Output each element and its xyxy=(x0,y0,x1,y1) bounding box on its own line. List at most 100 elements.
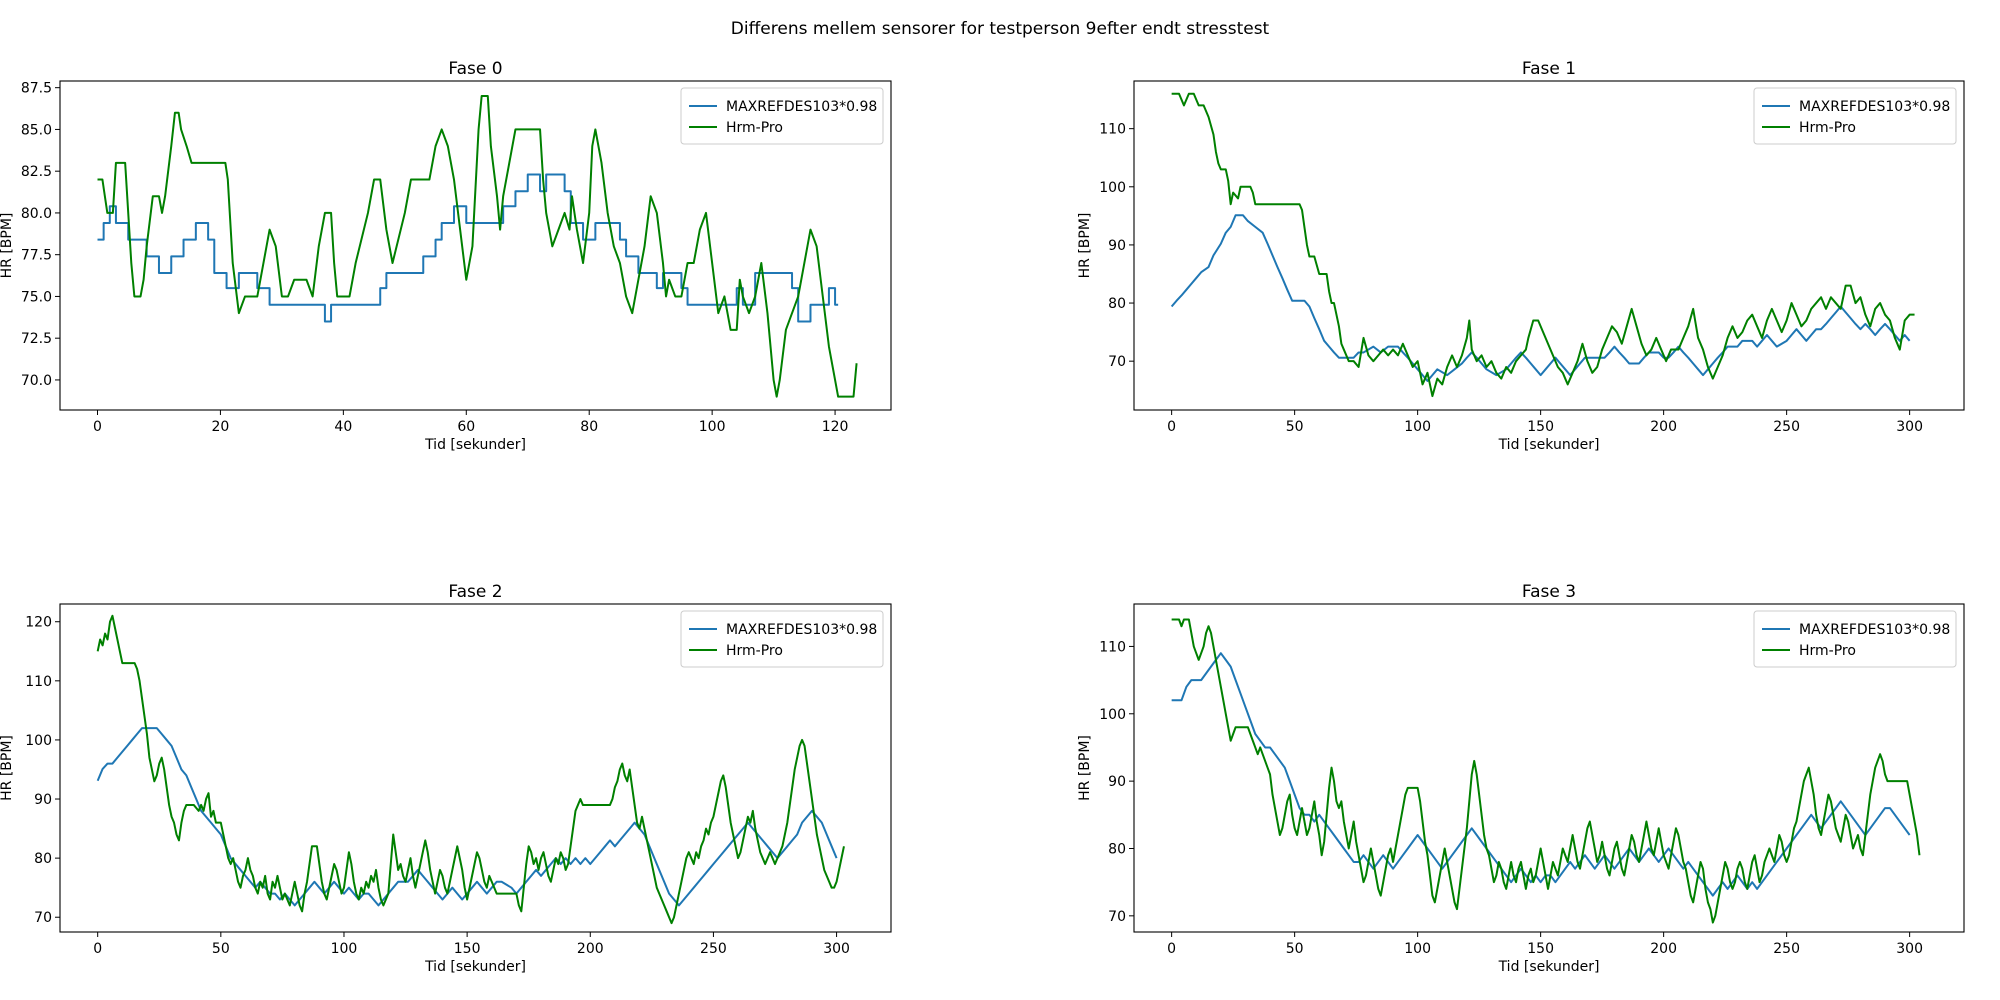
x-tick-label: 50 xyxy=(1286,941,1304,957)
y-tick-label: 87.5 xyxy=(21,81,52,97)
y-tick-label: 85.0 xyxy=(21,122,52,138)
x-tick-label: 80 xyxy=(580,419,598,435)
x-tick-label: 100 xyxy=(331,941,358,957)
axes-frame xyxy=(1133,603,1965,933)
y-tick-label: 120 xyxy=(25,615,52,631)
subplot-title: Fase 2 xyxy=(448,582,502,602)
y-axis-label: HR [BPM] xyxy=(1077,735,1093,801)
legend-label: MAXREFDES103*0.98 xyxy=(726,99,877,115)
y-tick-label: 70 xyxy=(34,910,52,926)
x-axis-label: Tid [sekunder] xyxy=(1498,959,1600,975)
series-line-maxrefdes103 xyxy=(96,727,838,907)
legend-box xyxy=(680,610,884,668)
series-line-maxrefdes103 xyxy=(1170,214,1911,382)
x-tick-label: 250 xyxy=(1773,941,1800,957)
x-tick-label: 0 xyxy=(1167,419,1176,435)
legend-label: Hrm-Pro xyxy=(1799,643,1856,659)
subplot-0: 0 20 40 60 80 100 120 70.0 72.5 75.0 77.5 80.0 82.5 8… xyxy=(0,59,892,453)
y-tick-label: 80.0 xyxy=(21,206,52,222)
y-tick-label: 70 xyxy=(1108,354,1126,370)
y-tick-label: 100 xyxy=(1099,707,1126,723)
subplot-title: Fase 3 xyxy=(1522,582,1576,602)
legend-box xyxy=(1753,87,1957,145)
subplot-1: 0 50 100 150 200 250 300 70 80 90 100 110 Fase 1 Tid … xyxy=(1077,59,1965,453)
x-tick-label: 200 xyxy=(577,941,604,957)
plot-lines xyxy=(1171,618,1921,924)
y-tick-label: 90 xyxy=(34,792,52,808)
y-tick-label: 100 xyxy=(1099,180,1126,196)
x-tick-label: 50 xyxy=(212,941,230,957)
series-line-hrm-pro xyxy=(96,614,845,925)
x-tick-label: 250 xyxy=(1773,419,1800,435)
subplot-title: Fase 1 xyxy=(1522,59,1576,79)
series-line-maxrefdes103 xyxy=(97,173,839,323)
y-tick-label: 110 xyxy=(25,674,52,690)
y-tick-label: 80 xyxy=(1108,296,1126,312)
axes-frame xyxy=(1133,80,1965,411)
x-tick-label: 150 xyxy=(1527,419,1554,435)
y-tick-label: 110 xyxy=(1099,122,1126,138)
y-tick-label: 80 xyxy=(34,851,52,867)
legend-label: MAXREFDES103*0.98 xyxy=(1799,99,1950,115)
x-tick-label: 20 xyxy=(212,419,230,435)
subplot-title: Fase 0 xyxy=(448,59,502,79)
legend: MAXREFDES103*0.98 Hrm-Pro xyxy=(680,610,884,668)
y-tick-label: 80 xyxy=(1108,841,1126,857)
x-tick-label: 300 xyxy=(1896,419,1923,435)
y-tick-label: 110 xyxy=(1099,639,1126,655)
legend: MAXREFDES103*0.98 Hrm-Pro xyxy=(1753,610,1957,668)
legend-label: MAXREFDES103*0.98 xyxy=(726,622,877,638)
series-line-maxrefdes103 xyxy=(1171,652,1911,897)
y-tick-label: 70.0 xyxy=(21,373,52,389)
y-tick-label: 100 xyxy=(25,733,52,749)
series-line-hrm-pro xyxy=(1171,92,1915,398)
y-axis-label: HR [BPM] xyxy=(1077,213,1093,279)
x-tick-label: 40 xyxy=(334,419,352,435)
y-tick-label: 70 xyxy=(1108,909,1126,925)
y-tick-label: 77.5 xyxy=(21,248,52,264)
x-tick-label: 50 xyxy=(1286,419,1304,435)
x-tick-label: 300 xyxy=(1896,941,1923,957)
x-tick-label: 100 xyxy=(699,419,726,435)
series-line-hrm-pro xyxy=(1171,618,1921,924)
x-axis-label: Tid [sekunder] xyxy=(1498,437,1600,453)
legend-label: Hrm-Pro xyxy=(726,643,783,659)
legend-label: MAXREFDES103*0.98 xyxy=(1799,622,1950,638)
y-axis-label: HR [BPM] xyxy=(0,735,15,801)
x-axis-label: Tid [sekunder] xyxy=(424,437,526,453)
x-tick-label: 100 xyxy=(1404,419,1431,435)
figure-suptitle: Differens mellem sensorer for testperson… xyxy=(731,19,1270,39)
x-tick-label: 60 xyxy=(457,419,475,435)
x-tick-label: 200 xyxy=(1650,941,1677,957)
legend-label: Hrm-Pro xyxy=(726,120,783,136)
x-tick-label: 300 xyxy=(823,941,850,957)
y-tick-label: 72.5 xyxy=(21,331,52,347)
legend-box xyxy=(680,87,884,145)
plot-lines xyxy=(96,614,845,925)
x-tick-label: 0 xyxy=(1167,941,1176,957)
subplot-2: 0 50 100 150 200 250 300 70 80 90 100 110 120 Fase 2 T… xyxy=(0,582,892,975)
legend: MAXREFDES103*0.98 Hrm-Pro xyxy=(680,87,884,145)
x-tick-label: 120 xyxy=(822,419,849,435)
y-tick-label: 90 xyxy=(1108,774,1126,790)
x-tick-label: 100 xyxy=(1404,941,1431,957)
x-tick-label: 200 xyxy=(1650,419,1677,435)
plot-lines xyxy=(97,95,858,398)
axes-frame xyxy=(59,603,892,933)
legend: MAXREFDES103*0.98 Hrm-Pro xyxy=(1753,87,1957,145)
x-axis-label: Tid [sekunder] xyxy=(424,959,526,975)
y-tick-label: 75.0 xyxy=(21,289,52,305)
x-tick-label: 250 xyxy=(700,941,727,957)
axes-frame xyxy=(59,80,892,411)
y-tick-label: 90 xyxy=(1108,238,1126,254)
x-tick-label: 150 xyxy=(1527,941,1554,957)
y-tick-label: 82.5 xyxy=(21,164,52,180)
subplot-grid: 0 20 40 60 80 100 120 70.0 72.5 75.0 77.5 80.0 82.5 8… xyxy=(0,59,1965,975)
plot-lines xyxy=(1170,92,1915,398)
legend-box xyxy=(1753,610,1957,668)
subplot-3: 0 50 100 150 200 250 300 70 80 90 100 110 Fase 3 Tid … xyxy=(1077,582,1965,975)
x-tick-label: 0 xyxy=(93,419,102,435)
x-tick-label: 0 xyxy=(93,941,102,957)
x-tick-label: 150 xyxy=(454,941,481,957)
